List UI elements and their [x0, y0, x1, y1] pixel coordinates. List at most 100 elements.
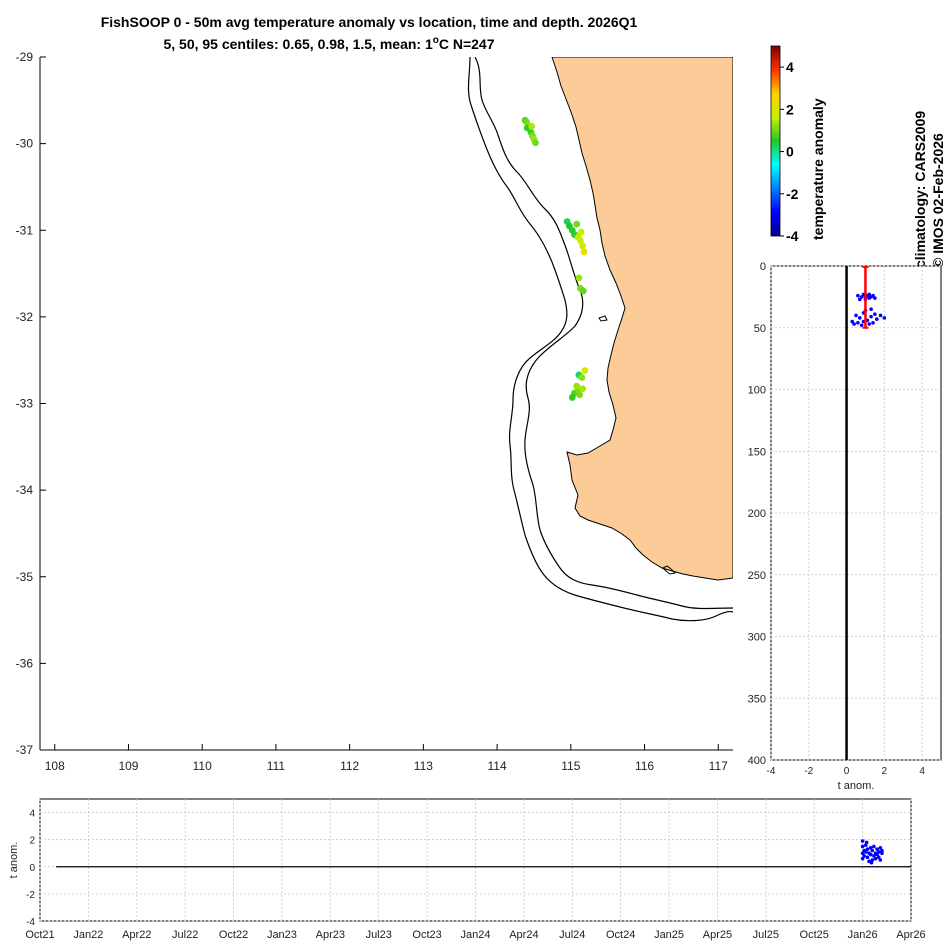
depth-profile-xlabel: t anom.: [838, 780, 875, 792]
colorbar-tick-label-2: 0: [786, 144, 794, 160]
depth-y-tick-label-0: 0: [760, 261, 766, 273]
ts-x-tick-label-1: Jan22: [73, 929, 103, 941]
ts-point-25: [878, 858, 883, 862]
depth-profile-ticks: -4 -2 0 2 4 0 50 100 150 200 250 300 350 400: [748, 261, 926, 777]
depth-profile-panel: -4 -2 0 2 4 0 50 100 150 200 250 300 350 400 t anom.: [748, 261, 942, 792]
isobath-inner: [474, 57, 733, 610]
time-series-ylabel: t anom.: [8, 842, 20, 879]
depth-x-tick-label-2: 0: [844, 766, 850, 777]
ts-x-tick-label-4: Oct22: [219, 929, 248, 941]
map-point-19: [577, 228, 585, 236]
ts-point-16: [872, 854, 876, 858]
ts-y-tick-label-3: -2: [26, 890, 35, 901]
ts-point-1: [860, 844, 865, 849]
land-mass: [551, 57, 733, 581]
depth-x-tick-label-1: -2: [804, 766, 813, 777]
ts-x-tick-label-3: Jul22: [172, 929, 198, 941]
depth-point-9: [857, 297, 862, 302]
ts-x-tick-label-0: Oct21: [25, 929, 54, 941]
ts-point-20: [875, 847, 879, 851]
colorbar-gradient: [770, 45, 781, 237]
depth-x-tick-label-4: 4: [919, 766, 925, 777]
ts-point-15: [870, 848, 875, 853]
ts-point-27: [880, 848, 884, 853]
depth-x-tick-label-0: -4: [767, 766, 776, 777]
depth-y-tick-label-1: 50: [754, 323, 766, 335]
map-point-23: [581, 367, 589, 374]
colorbar: 4 2 0 -2 -4 temperature anomaly: [770, 45, 826, 244]
ts-point-19: [873, 856, 878, 861]
ts-point-14: [870, 858, 875, 862]
map-y-tick-label-3: -32: [16, 310, 34, 324]
ts-x-tick-label-7: Jul23: [366, 929, 392, 941]
depth-profile-grid: [770, 265, 941, 761]
depth-point-0: [856, 293, 860, 298]
map-y-tick-label-4: -33: [16, 397, 34, 411]
depth-point-26: [871, 321, 875, 325]
ts-y-tick-label-4: -4: [26, 917, 35, 928]
ts-point-24: [878, 846, 883, 850]
ts-point-7: [864, 850, 868, 854]
time-series-points: [860, 839, 884, 865]
ts-y-tick-label-2: 0: [29, 863, 35, 874]
map-x-tick-label-6: 114: [488, 759, 507, 773]
time-series-panel: Oct21 Jan22 Apr22 Jul22 Oct22 Jan23 Apr23 Jul23…: [8, 798, 926, 941]
map-point-16: [576, 237, 584, 245]
ts-point-12: [868, 846, 873, 850]
ts-x-tick-label-13: Jan25: [654, 929, 684, 941]
ts-x-tick-label-8: Oct23: [412, 929, 441, 941]
depth-point-29: [859, 323, 864, 328]
title-line-2-suffix: C N=247: [439, 36, 495, 52]
ts-x-tick-label-9: Jan24: [461, 929, 491, 941]
depth-point-16: [869, 314, 873, 319]
map-x-tick-label-3: 111: [267, 759, 286, 773]
map-y-tick-label-8: -37: [16, 743, 34, 757]
map-x-tick-label-5: 113: [414, 759, 433, 773]
map-x-tick-label-0: 108: [45, 759, 65, 773]
map-y-tick-label-0: -29: [16, 50, 34, 64]
imos-copyright: © IMOS 02-Feb-2026: [930, 133, 946, 268]
depth-point-11: [867, 292, 872, 297]
ts-point-21: [875, 852, 879, 857]
depth-y-tick-label-2: 100: [748, 385, 766, 397]
ts-point-5: [862, 854, 867, 858]
map-y-ticks: -29 -30 -31 -32 -33 -34 -35 -36 -37: [16, 50, 46, 757]
map-data-points: [521, 116, 589, 401]
map-y-tick-label-2: -31: [16, 223, 34, 237]
colorbar-tick-label-4: -4: [786, 228, 799, 244]
depth-point-22: [852, 322, 856, 326]
ts-x-tick-label-18: Apr26: [896, 929, 925, 941]
depth-point-23: [856, 321, 860, 325]
map-y-tick-label-1: -30: [16, 137, 34, 151]
ts-x-tick-label-6: Apr23: [316, 929, 345, 941]
ts-point-22: [876, 850, 881, 854]
ts-point-6: [864, 843, 868, 847]
ts-point-9: [865, 847, 870, 851]
colorbar-label: temperature anomaly: [810, 98, 826, 240]
depth-point-25: [867, 322, 872, 326]
map-point-17: [579, 242, 587, 250]
ts-point-28: [869, 860, 874, 865]
island-2: [662, 565, 677, 575]
ts-x-tick-label-2: Apr22: [122, 929, 151, 941]
map-point-22: [579, 287, 587, 295]
map-point-31: [573, 382, 581, 390]
ts-point-17: [872, 844, 876, 849]
map-y-tick-label-6: -35: [16, 570, 34, 584]
ts-x-tick-label-15: Jul25: [753, 929, 779, 941]
ts-x-tick-label-16: Oct25: [800, 929, 829, 941]
map-point-28: [579, 385, 587, 393]
depth-y-tick-label-5: 250: [748, 570, 766, 582]
map-point-7: [532, 139, 539, 147]
time-series-ticks: Oct21 Jan22 Apr22 Jul22 Oct22 Jan23 Apr23 Jul23…: [25, 809, 925, 941]
ts-point-2: [860, 851, 865, 856]
depth-mean-marker: [862, 266, 869, 329]
ts-point-8: [865, 855, 870, 860]
depth-point-7: [871, 293, 875, 298]
map-point-25: [578, 374, 586, 381]
ts-point-29: [864, 840, 869, 845]
depth-point-18: [874, 317, 879, 321]
map-y-tick-label-7: -36: [16, 656, 34, 670]
depth-y-tick-label-8: 400: [748, 755, 766, 767]
map-panel: 108 109 110 111 112 113 114 115 116 117 -29 -30 -31…: [16, 50, 733, 773]
